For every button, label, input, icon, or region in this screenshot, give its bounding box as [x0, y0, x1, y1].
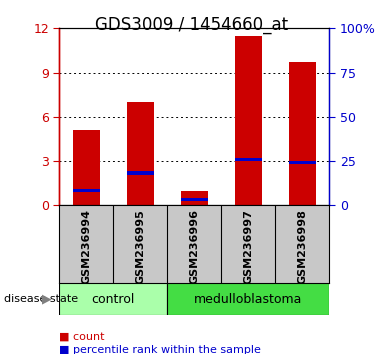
Bar [59, 283, 167, 315]
Bar [127, 102, 154, 205]
Bar [289, 161, 316, 164]
Text: ■ count: ■ count [59, 331, 105, 341]
Bar [127, 171, 154, 175]
Text: ■ percentile rank within the sample: ■ percentile rank within the sample [59, 346, 261, 354]
Text: GSM236996: GSM236996 [189, 209, 200, 284]
Bar [73, 130, 100, 205]
Bar [235, 36, 262, 205]
Text: control: control [92, 293, 135, 306]
Bar [181, 190, 208, 205]
Text: GDS3009 / 1454660_at: GDS3009 / 1454660_at [95, 16, 288, 34]
Bar [181, 198, 208, 201]
Bar [289, 62, 316, 205]
Bar [235, 158, 262, 161]
Text: GSM236994: GSM236994 [81, 209, 92, 284]
Text: GSM236995: GSM236995 [135, 209, 146, 284]
Text: GSM236998: GSM236998 [297, 209, 308, 284]
Text: ▶: ▶ [42, 293, 52, 306]
Text: disease state: disease state [4, 294, 78, 304]
Bar [73, 189, 100, 193]
Text: GSM236997: GSM236997 [243, 209, 254, 284]
Bar [167, 283, 329, 315]
Text: medulloblastoma: medulloblastoma [194, 293, 303, 306]
